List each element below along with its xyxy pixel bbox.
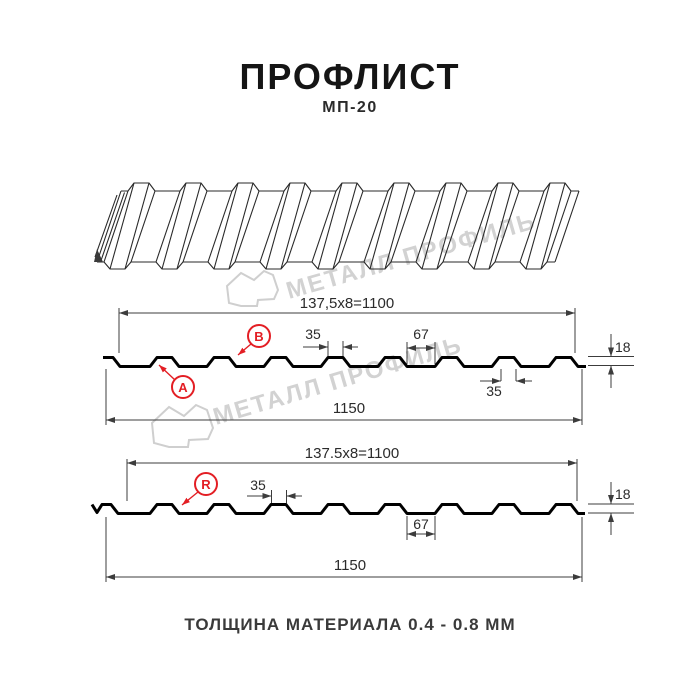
label-r-letter: R	[201, 477, 211, 492]
label-a-leader	[158, 364, 176, 381]
sheet-rib-lines	[103, 182, 572, 270]
watermark-logo-icon	[150, 403, 215, 448]
dim-overall-value: 1150	[333, 400, 365, 417]
dim-overall-value: 1150	[334, 557, 366, 574]
label-b-leader	[237, 343, 252, 356]
watermark-2: МЕТАЛЛ ПРОФИЛЬ	[150, 331, 466, 448]
sheet-bottom-edge	[97, 261, 555, 270]
label-b-circle	[247, 324, 271, 348]
dim-span-value: 137.5x8=1100	[305, 445, 399, 462]
page-subtitle: МП-20	[322, 99, 378, 116]
dim-crest-ext-lines	[327, 341, 344, 356]
profile-top-outline	[103, 356, 586, 368]
watermark-logo-icon	[225, 269, 280, 307]
label-b-callout: B	[237, 324, 271, 356]
sheet-3d-drawing	[94, 182, 580, 270]
dim-crest-value: 35	[250, 477, 266, 493]
label-r-leader	[181, 491, 199, 506]
dim-valley-value: 67	[413, 326, 429, 342]
dim-valley-value: 67	[413, 516, 429, 532]
dim-height-ref-lines	[588, 356, 634, 366]
dim-height-value: 18	[615, 339, 631, 355]
sheet-side-edges	[94, 190, 580, 263]
dim-overall-ext-lines	[105, 517, 583, 582]
dim-crest-ext-lines	[271, 490, 287, 503]
label-a-circle	[171, 375, 195, 399]
sheet-top-edge	[121, 182, 579, 192]
label-b-letter: B	[254, 329, 263, 344]
profile-bottom-outline	[90, 503, 585, 515]
profile-section-bottom: 137.5x8=1100 35 67 18 1150	[90, 445, 634, 582]
label-a-callout: A	[158, 364, 195, 399]
dim-crest-value: 35	[305, 326, 321, 342]
sheet-cut-tip	[94, 249, 103, 262]
label-r-callout: R	[181, 472, 218, 506]
dim-height-ref-lines	[588, 503, 634, 514]
label-r-circle	[194, 472, 218, 496]
dim-crest-back-value: 35	[486, 383, 502, 399]
dim-crest-back-ext-lines	[500, 369, 517, 381]
dim-height-value: 18	[615, 486, 631, 502]
dim-overall-ext-lines	[105, 369, 583, 425]
dim-span-value: 137,5x8=1100	[300, 295, 394, 312]
page-title: ПРОФЛИСТ	[239, 56, 461, 97]
dim-span-ext-lines	[118, 308, 576, 353]
thickness-note: ТОЛЩИНА МАТЕРИАЛА 0.4 - 0.8 ММ	[184, 615, 516, 634]
label-a-letter: A	[178, 380, 188, 395]
dim-span-ext-lines	[126, 459, 578, 501]
profile-section-top: 137,5x8=1100 35 67 18 35	[103, 295, 634, 425]
